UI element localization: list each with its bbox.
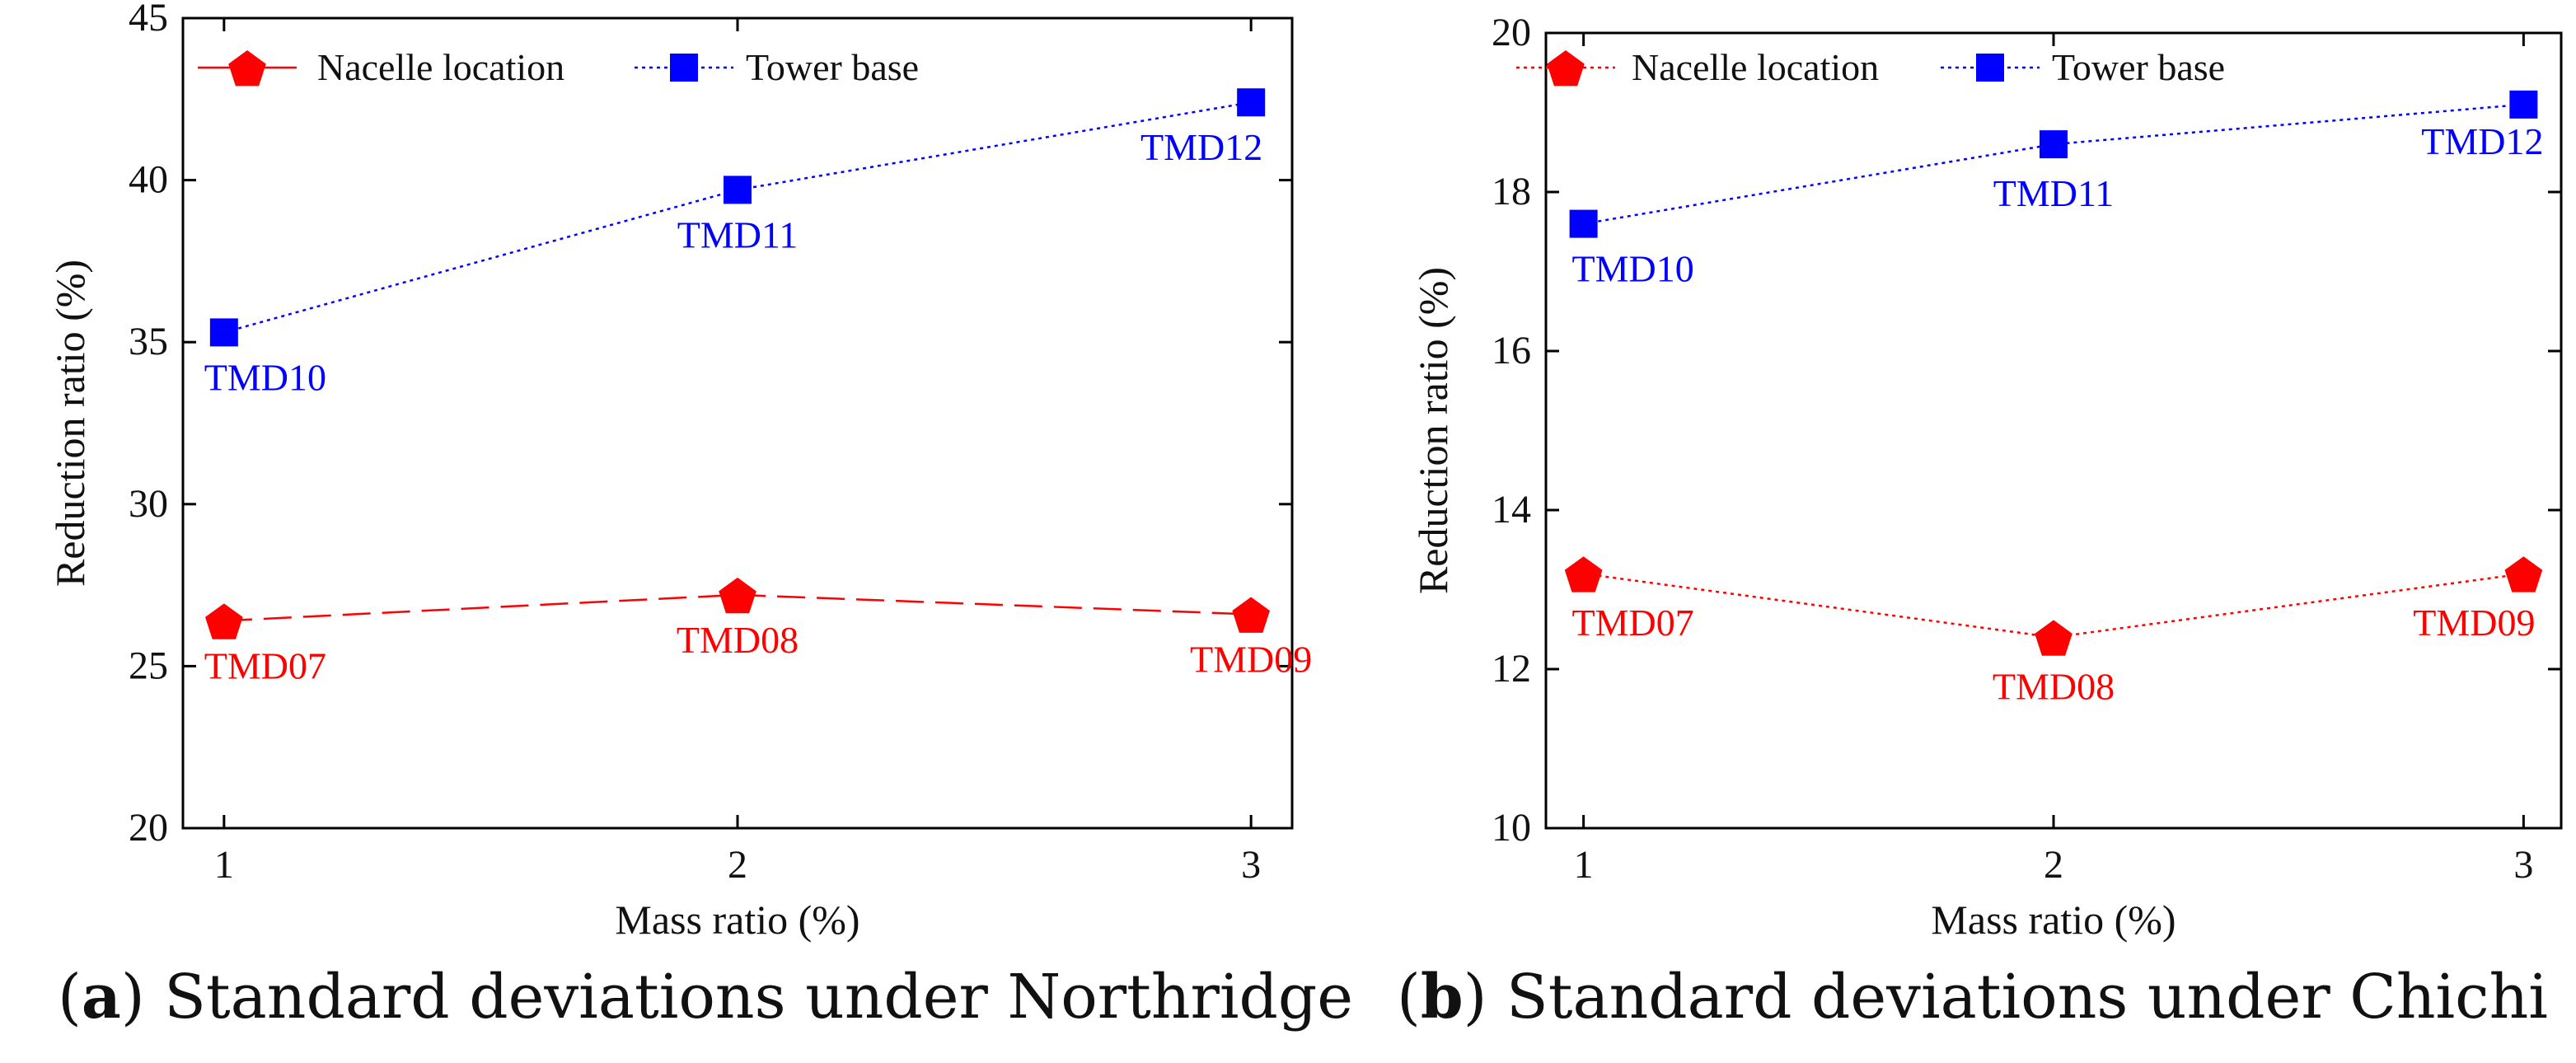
caption-a-text: Standard deviations under Northridge xyxy=(164,962,1354,1033)
y-tick-label: 20 xyxy=(129,806,168,850)
series-line-nacelle xyxy=(1583,572,2524,639)
series-nacelle: TMD07 TMD08 TMD09 xyxy=(1564,556,2543,707)
data-label-tmd09: TMD09 xyxy=(1190,638,1312,680)
y-tick-label: 35 xyxy=(129,320,168,363)
legend: Nacelle location Tower base xyxy=(198,46,919,88)
chart-panel-a: 20 25 30 35 40 45 1 2 3 Mass ratio (%) Reduction r… xyxy=(47,0,1312,943)
legend-label-tower: Tower base xyxy=(746,46,919,88)
data-label-tmd10: TMD10 xyxy=(1572,248,1694,290)
legend-marker-tower xyxy=(1976,54,2004,82)
caption-a-letter: a xyxy=(81,962,121,1033)
x-axis-title: Mass ratio (%) xyxy=(615,897,859,943)
series-line-nacelle xyxy=(223,593,1252,622)
data-label-tmd10: TMD10 xyxy=(204,356,326,398)
x-tick-label: 2 xyxy=(728,843,747,887)
y-tick-label: 40 xyxy=(129,158,168,202)
legend-label-nacelle: Nacelle location xyxy=(317,46,564,88)
data-point-nacelle xyxy=(1232,597,1270,633)
data-point-nacelle xyxy=(1564,556,1603,592)
y-tick-label: 20 xyxy=(1492,11,1531,54)
data-point-nacelle xyxy=(719,577,756,614)
x-tick-label: 1 xyxy=(214,843,234,887)
legend-marker-nacelle xyxy=(228,50,266,87)
x-axis-title: Mass ratio (%) xyxy=(1931,897,2176,943)
caption-b-text: Standard deviations under Chichi xyxy=(1506,962,2548,1033)
legend-marker-nacelle xyxy=(1547,50,1585,87)
y-tick-label: 18 xyxy=(1492,170,1531,213)
x-tick-label: 2 xyxy=(2044,843,2063,887)
data-label-tmd07: TMD07 xyxy=(204,644,326,686)
y-tick-label: 12 xyxy=(1492,647,1531,691)
legend: Nacelle location Tower base xyxy=(1516,46,2225,88)
y-axis-title: Reduction ratio (%) xyxy=(1410,267,1456,594)
y-tick-label: 30 xyxy=(129,482,168,526)
series-nacelle: TMD07 TMD08 TMD09 xyxy=(204,577,1312,686)
series-tower: TMD10 TMD11 TMD12 xyxy=(204,88,1266,398)
data-label-tmd08: TMD08 xyxy=(677,619,799,661)
data-point-tower xyxy=(2509,90,2538,119)
caption-b: (b) Standard deviations under Chichi xyxy=(1397,962,2548,1033)
data-label-tmd08: TMD08 xyxy=(1993,665,2115,707)
data-label-tmd09: TMD09 xyxy=(2413,602,2535,644)
series-tower: TMD10 TMD11 TMD12 xyxy=(1569,90,2543,290)
data-point-nacelle xyxy=(2035,620,2073,656)
y-tick-label: 14 xyxy=(1492,488,1531,532)
plot-frame xyxy=(181,16,1294,830)
x-tick-label: 3 xyxy=(2513,843,2533,887)
y-tick-label: 10 xyxy=(1492,806,1531,850)
y-tick-label: 16 xyxy=(1492,329,1531,372)
y-axis-title: Reduction ratio (%) xyxy=(47,260,93,587)
data-point-tower xyxy=(1569,209,1598,238)
legend-label-nacelle: Nacelle location xyxy=(1632,46,1879,88)
data-point-tower xyxy=(209,318,238,347)
data-point-tower xyxy=(2040,130,2068,159)
y-tick-label: 45 xyxy=(129,0,168,40)
legend-label-tower: Tower base xyxy=(2052,46,2225,88)
legend-marker-tower xyxy=(670,54,698,82)
data-label-tmd11: TMD11 xyxy=(1993,172,2115,214)
x-tick-label: 3 xyxy=(1241,843,1261,887)
data-label-tmd11: TMD11 xyxy=(677,213,799,255)
caption-b-letter: b xyxy=(1420,962,1464,1033)
data-label-tmd12: TMD12 xyxy=(2421,120,2543,162)
caption-a: (a) Standard deviations under Northridge xyxy=(58,962,1354,1033)
data-label-tmd12: TMD12 xyxy=(1140,126,1262,168)
x-tick-label: 1 xyxy=(1574,843,1594,887)
data-point-tower xyxy=(724,176,752,204)
data-point-nacelle xyxy=(205,603,243,639)
data-point-tower xyxy=(1237,88,1266,117)
y-tick-label: 25 xyxy=(129,644,168,687)
data-label-tmd07: TMD07 xyxy=(1572,602,1694,644)
data-point-nacelle xyxy=(2504,556,2543,592)
